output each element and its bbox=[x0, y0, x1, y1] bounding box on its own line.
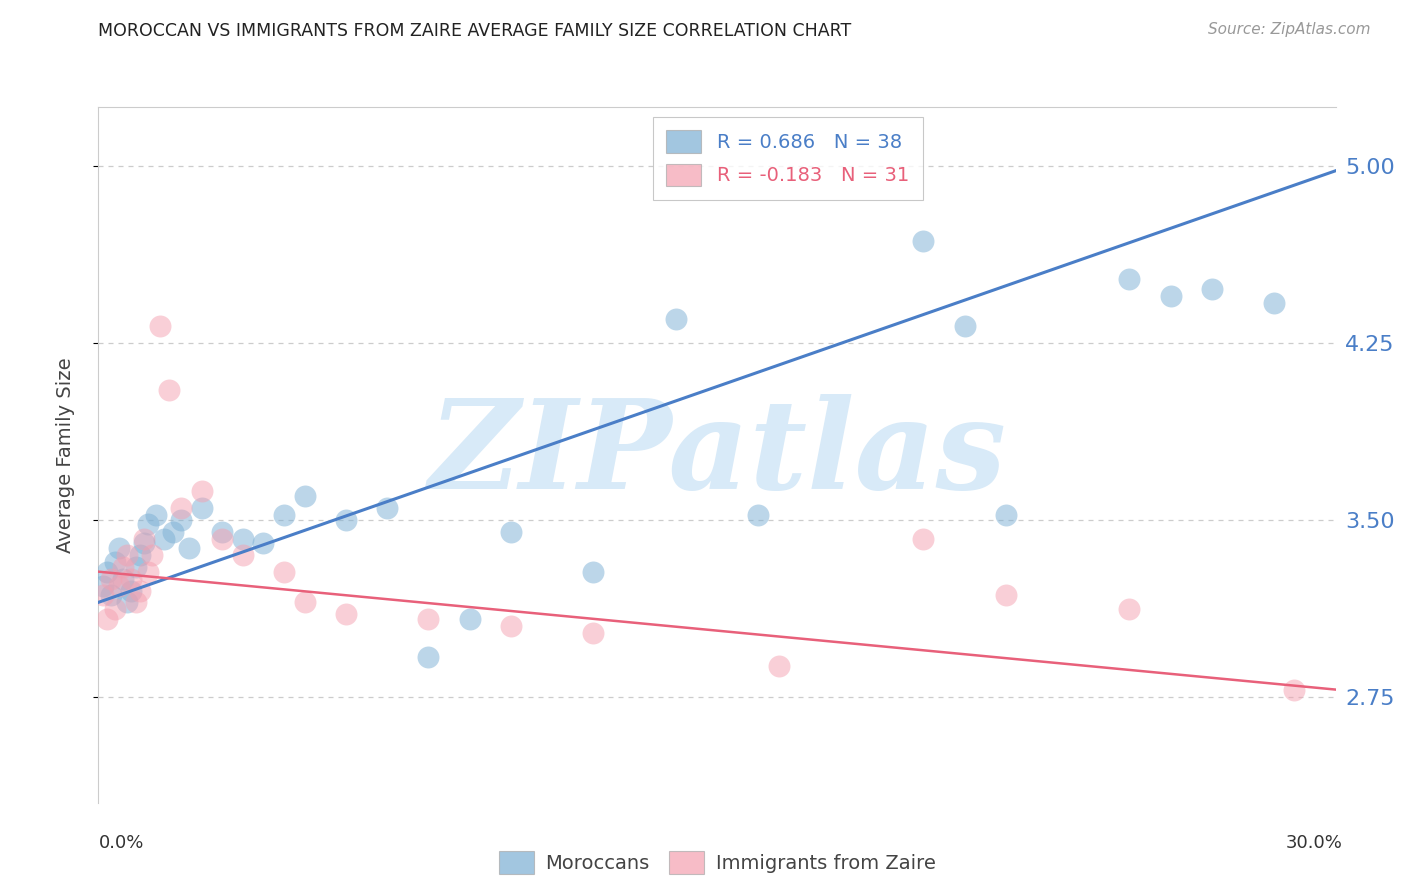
Point bbox=[136, 565, 159, 579]
Point bbox=[294, 489, 316, 503]
Point bbox=[211, 524, 233, 539]
Point bbox=[912, 235, 935, 249]
Point bbox=[211, 532, 233, 546]
Point bbox=[1284, 682, 1306, 697]
Legend: Moroccans, Immigrants from Zaire: Moroccans, Immigrants from Zaire bbox=[489, 842, 945, 884]
Point bbox=[294, 595, 316, 609]
Text: 0.0%: 0.0% bbox=[98, 834, 143, 852]
Point bbox=[179, 541, 201, 555]
Point bbox=[418, 649, 440, 664]
Point bbox=[124, 560, 146, 574]
Point bbox=[100, 588, 122, 602]
Point bbox=[499, 619, 522, 633]
Point bbox=[458, 612, 481, 626]
Point bbox=[582, 565, 605, 579]
Point bbox=[499, 524, 522, 539]
Point bbox=[149, 319, 172, 334]
Point bbox=[1118, 602, 1140, 616]
Point bbox=[136, 517, 159, 532]
Text: 30.0%: 30.0% bbox=[1286, 834, 1343, 852]
Point bbox=[994, 508, 1017, 522]
Point bbox=[132, 536, 155, 550]
Point bbox=[91, 588, 114, 602]
Point bbox=[153, 532, 176, 546]
Point bbox=[157, 383, 180, 397]
Point bbox=[128, 548, 150, 562]
Point bbox=[953, 319, 976, 334]
Text: ZIPatlas: ZIPatlas bbox=[427, 394, 1007, 516]
Point bbox=[112, 560, 135, 574]
Point bbox=[108, 541, 131, 555]
Point bbox=[117, 595, 139, 609]
Point bbox=[252, 536, 274, 550]
Point bbox=[232, 548, 254, 562]
Point bbox=[120, 583, 142, 598]
Point bbox=[170, 513, 193, 527]
Point bbox=[112, 572, 135, 586]
Point bbox=[104, 555, 127, 569]
Point bbox=[141, 548, 163, 562]
Point bbox=[912, 532, 935, 546]
Point bbox=[190, 500, 212, 515]
Point bbox=[375, 500, 398, 515]
Point bbox=[124, 595, 146, 609]
Point bbox=[768, 659, 790, 673]
Point bbox=[91, 579, 114, 593]
Point bbox=[994, 588, 1017, 602]
Y-axis label: Average Family Size: Average Family Size bbox=[56, 357, 75, 553]
Point bbox=[418, 612, 440, 626]
Point bbox=[273, 508, 295, 522]
Text: Source: ZipAtlas.com: Source: ZipAtlas.com bbox=[1208, 22, 1371, 37]
Point bbox=[190, 484, 212, 499]
Point bbox=[170, 500, 193, 515]
Text: MOROCCAN VS IMMIGRANTS FROM ZAIRE AVERAGE FAMILY SIZE CORRELATION CHART: MOROCCAN VS IMMIGRANTS FROM ZAIRE AVERAG… bbox=[98, 22, 852, 40]
Point bbox=[100, 572, 122, 586]
Point bbox=[117, 548, 139, 562]
Point bbox=[96, 565, 118, 579]
Point bbox=[1118, 272, 1140, 286]
Point bbox=[108, 579, 131, 593]
Point bbox=[128, 583, 150, 598]
Point bbox=[665, 312, 688, 326]
Point bbox=[335, 607, 357, 621]
Point bbox=[104, 602, 127, 616]
Point bbox=[96, 612, 118, 626]
Point bbox=[706, 847, 728, 862]
Point bbox=[1160, 289, 1182, 303]
Point bbox=[747, 508, 769, 522]
Point bbox=[273, 565, 295, 579]
Point bbox=[232, 532, 254, 546]
Point bbox=[162, 524, 184, 539]
Point bbox=[120, 572, 142, 586]
Point bbox=[1201, 282, 1223, 296]
Point bbox=[582, 626, 605, 640]
Point bbox=[1263, 295, 1285, 310]
Point bbox=[145, 508, 167, 522]
Point bbox=[335, 513, 357, 527]
Point bbox=[132, 532, 155, 546]
